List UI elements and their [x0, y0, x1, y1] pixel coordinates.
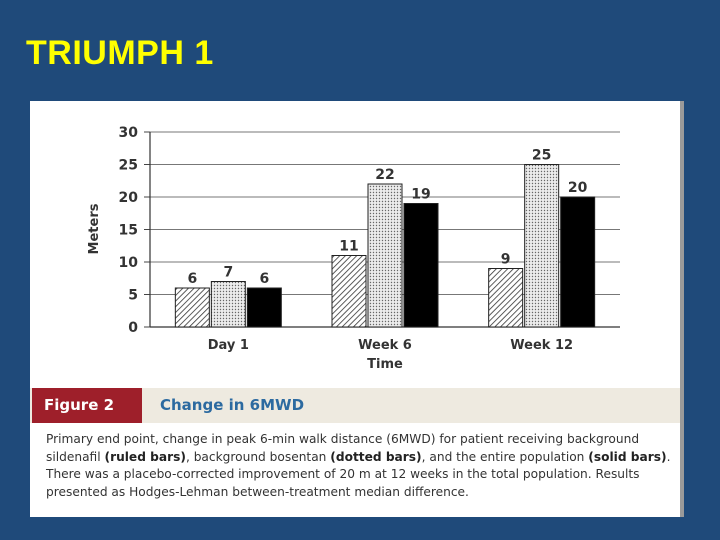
figure-header: Figure 2 Change in 6MWD [30, 388, 684, 423]
bar-ruled [488, 268, 524, 328]
y-tick-label: 5 [128, 288, 138, 304]
data-label: 7 [223, 265, 233, 281]
bar-solid [246, 287, 282, 328]
labels: 0 5 10 15 20 25 30 6 7 6 Day 1 11 22 19 Week 6 9 25 20 Wee… [119, 125, 588, 353]
caption-bold-2: (dotted bars) [330, 449, 422, 464]
bar-dotted [524, 164, 560, 328]
bar-solid [560, 196, 596, 328]
y-axis-title: Meters [87, 203, 102, 254]
figure-tag: Figure 2 [32, 388, 142, 423]
bar-dotted [210, 281, 246, 328]
bar-solid [403, 203, 439, 328]
y-tick-label: 20 [119, 190, 139, 206]
x-tick-label: Week 6 [358, 338, 412, 353]
slide-title: TRIUMPH 1 [26, 34, 214, 72]
x-tick-label: Week 12 [510, 338, 573, 353]
data-label: 22 [375, 167, 394, 183]
bar-chart: 0 5 10 15 20 25 30 6 7 6 Day 1 11 22 19 Week 6 9 25 20 Wee… [87, 125, 620, 372]
x-tick-label: Day 1 [208, 338, 249, 353]
figure-panel: 0 5 10 15 20 25 30 6 7 6 Day 1 11 22 19 Week 6 9 25 20 Wee… [30, 101, 684, 517]
data-label: 6 [187, 271, 197, 287]
caption-text-1: Primary end point, change in peak 6-min … [46, 432, 640, 464]
bars [174, 164, 596, 328]
bar-dotted [367, 183, 403, 328]
caption-text-4: . There was a placebo-corrected improvem… [46, 449, 671, 499]
caption-text-3: , and the entire population [421, 449, 589, 464]
y-tick-label: 15 [119, 223, 138, 239]
data-label: 20 [568, 180, 588, 196]
bar-ruled [174, 287, 210, 328]
y-tick-label: 30 [119, 125, 139, 141]
y-tick-label: 25 [119, 158, 138, 174]
data-label: 11 [339, 239, 358, 255]
y-tick-label: 10 [119, 255, 139, 271]
data-label: 6 [259, 271, 269, 287]
figure-title: Change in 6MWD [160, 396, 305, 414]
data-label: 9 [501, 252, 511, 268]
y-tick-label: 0 [128, 320, 138, 336]
data-label: 19 [411, 187, 430, 203]
caption-text-2: , background bosentan [185, 449, 331, 464]
data-label: 25 [532, 148, 551, 164]
bar-ruled [331, 255, 367, 328]
figure-caption: Primary end point, change in peak 6-min … [46, 431, 676, 501]
caption-bold-3: (solid bars) [588, 449, 667, 464]
x-axis-title: Time [367, 357, 403, 372]
panel-edge [680, 101, 684, 517]
caption-bold-1: (ruled bars) [104, 449, 186, 464]
